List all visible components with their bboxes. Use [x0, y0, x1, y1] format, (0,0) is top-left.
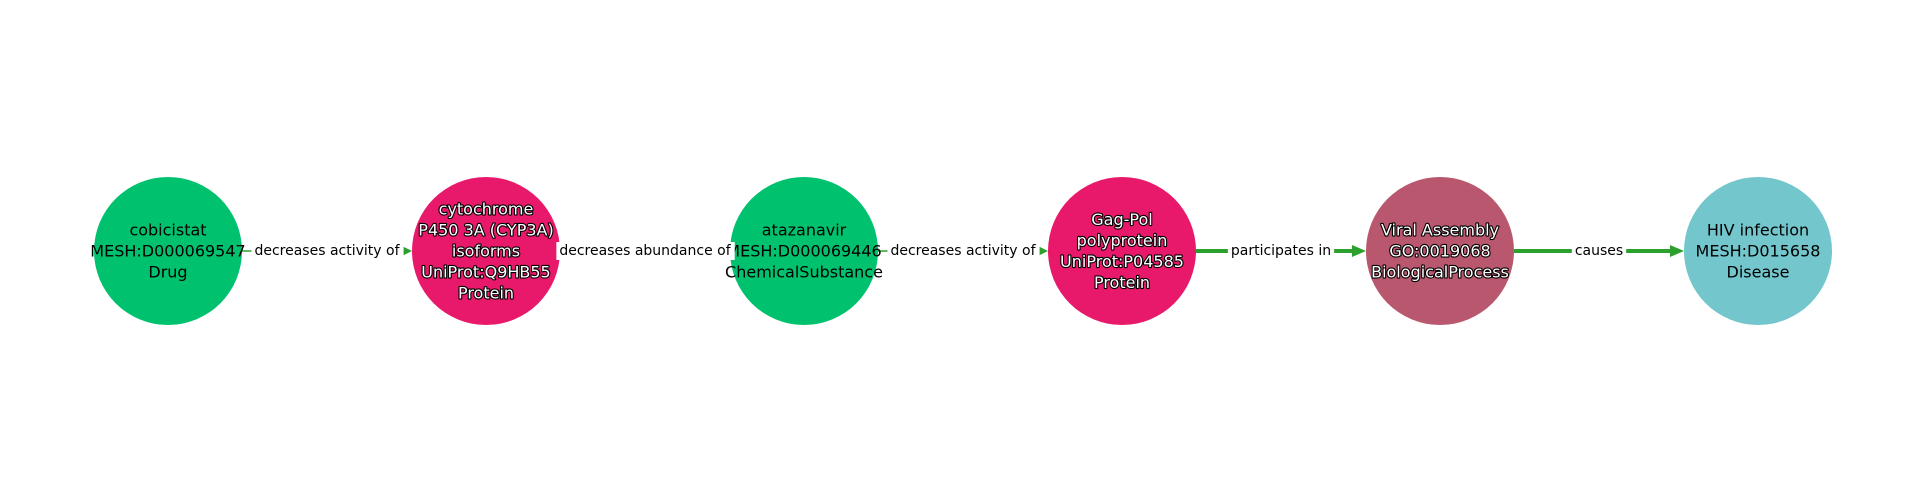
node-label-line: HIV infection: [1707, 221, 1809, 240]
edge-label-background: [1571, 242, 1627, 260]
edge-arrowhead: [403, 246, 412, 256]
edge-label-text: decreases activity of: [254, 243, 400, 259]
edge-label-1: decreases activity of: [251, 242, 404, 260]
node-circle: [1366, 177, 1514, 325]
node-label-line: ChemicalSubstance: [725, 263, 883, 282]
edge-label-5: causes: [1571, 242, 1627, 260]
node-label-line: MESH:D000069446: [726, 242, 881, 261]
edge-label-3: decreases activity of: [887, 242, 1040, 260]
edge-label-background: [556, 242, 735, 260]
node-label-line: Protein: [458, 284, 514, 303]
node-circle: [730, 177, 878, 325]
node-n6: HIV infection MESH:D015658 Disease: [1684, 177, 1832, 325]
edge-arrowhead: [1352, 245, 1366, 257]
edge-label-background: [1227, 242, 1335, 260]
node-n2: cytochrome P450 3A (CYP3A) isoforms UniProt…: [412, 177, 560, 325]
node-circle: [1048, 177, 1196, 325]
node-label-line: Viral Assembly: [1381, 221, 1499, 240]
node-n5: Viral Assembly GO:0019068 BiologicalProces…: [1366, 177, 1514, 325]
node-label-line: Drug: [148, 263, 187, 282]
node-label-line: GO:0019068: [1389, 242, 1490, 261]
node-n3: atazanavir MESH:D000069446 ChemicalSubstan…: [725, 177, 883, 325]
node-label-line: isoforms: [452, 242, 520, 261]
node-circle: [94, 177, 242, 325]
edge-arrowhead: [1670, 245, 1684, 257]
node-label-line: BiologicalProcess: [1371, 263, 1509, 282]
edge-label-background: [887, 242, 1040, 260]
node-label-line: P450 3A (CYP3A): [418, 221, 553, 240]
node-label-line: MESH:D015658: [1696, 242, 1821, 261]
edge-arrowhead: [1039, 246, 1048, 256]
node-label-line: UniProt:Q9HB55: [421, 263, 550, 282]
node-label-line: Protein: [1094, 273, 1150, 292]
node-label-line: cobicistat: [129, 221, 206, 240]
edge-label-text: decreases activity of: [890, 243, 1036, 259]
edge-label-text: decreases abundance of: [559, 243, 731, 259]
node-label-line: polyprotein: [1077, 231, 1168, 250]
node-label-line: Gag-Pol: [1091, 210, 1152, 229]
node-label-line: UniProt:P04585: [1060, 252, 1184, 271]
edge-label-text: causes: [1575, 243, 1623, 259]
node-n1: cobicistat MESH:D000069547 Drug: [90, 177, 246, 325]
edge-label-2: decreases abundance of: [556, 242, 735, 260]
node-label-line: cytochrome: [439, 200, 534, 219]
node-label-line: Disease: [1727, 263, 1790, 282]
edge-label-text: participates in: [1231, 243, 1331, 259]
node-label-line: MESH:D000069547: [90, 242, 245, 261]
node-label-line: atazanavir: [762, 221, 847, 240]
nodes-layer: cobicistat MESH:D000069547 Drug cytochrome P…: [90, 177, 1832, 325]
edge-label-4: participates in: [1227, 242, 1335, 260]
node-circle: [412, 177, 560, 325]
edge-label-background: [251, 242, 404, 260]
edge-labels-layer: decreases activity of decreases abundance…: [251, 242, 1627, 260]
node-n4: Gag-Pol polyprotein UniProt:P04585 Protein: [1048, 177, 1196, 325]
node-circle: [1684, 177, 1832, 325]
